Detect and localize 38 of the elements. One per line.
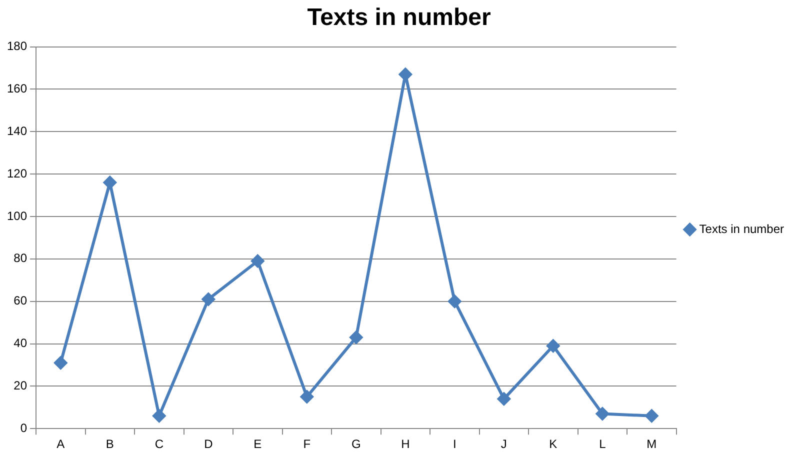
point xyxy=(398,68,412,81)
point xyxy=(54,356,68,370)
x-tick-label: K xyxy=(549,437,558,452)
point xyxy=(103,176,116,190)
x-tick-label: D xyxy=(204,437,214,452)
y-tick-label: 80 xyxy=(14,251,28,266)
y-tick-label: 140 xyxy=(6,124,28,138)
x-tick-label: M xyxy=(646,437,657,452)
point xyxy=(448,294,462,308)
y-tick-label: 0 xyxy=(20,420,28,435)
point xyxy=(251,254,264,268)
y-tick-label: 20 xyxy=(14,378,28,392)
chart-title: Texts in number xyxy=(307,4,491,32)
x-tick-label: J xyxy=(500,437,507,452)
y-tick-label: 40 xyxy=(14,336,28,350)
x-tick-label: G xyxy=(351,437,361,452)
point xyxy=(596,407,609,420)
y-tick-label: 60 xyxy=(14,294,28,308)
y-tick-label: 160 xyxy=(6,82,28,96)
point xyxy=(152,409,166,422)
legend-label: Texts in number xyxy=(699,222,784,236)
x-tick-label: A xyxy=(56,437,65,452)
y-tick-label: 120 xyxy=(6,166,28,180)
point xyxy=(497,392,510,406)
x-tick-label: L xyxy=(599,437,606,452)
x-tick-label: H xyxy=(401,437,410,452)
point xyxy=(546,339,560,352)
point xyxy=(300,390,314,404)
y-tick-label: 100 xyxy=(6,208,28,223)
y-tick-label: 180 xyxy=(6,39,28,54)
point xyxy=(350,330,363,344)
x-tick-label: E xyxy=(254,437,262,452)
point xyxy=(202,292,215,306)
x-tick-label: F xyxy=(303,437,311,452)
x-tick-label: B xyxy=(106,437,114,452)
x-tick-label: C xyxy=(154,437,164,452)
point xyxy=(645,409,658,422)
x-tick-label: I xyxy=(452,437,456,452)
